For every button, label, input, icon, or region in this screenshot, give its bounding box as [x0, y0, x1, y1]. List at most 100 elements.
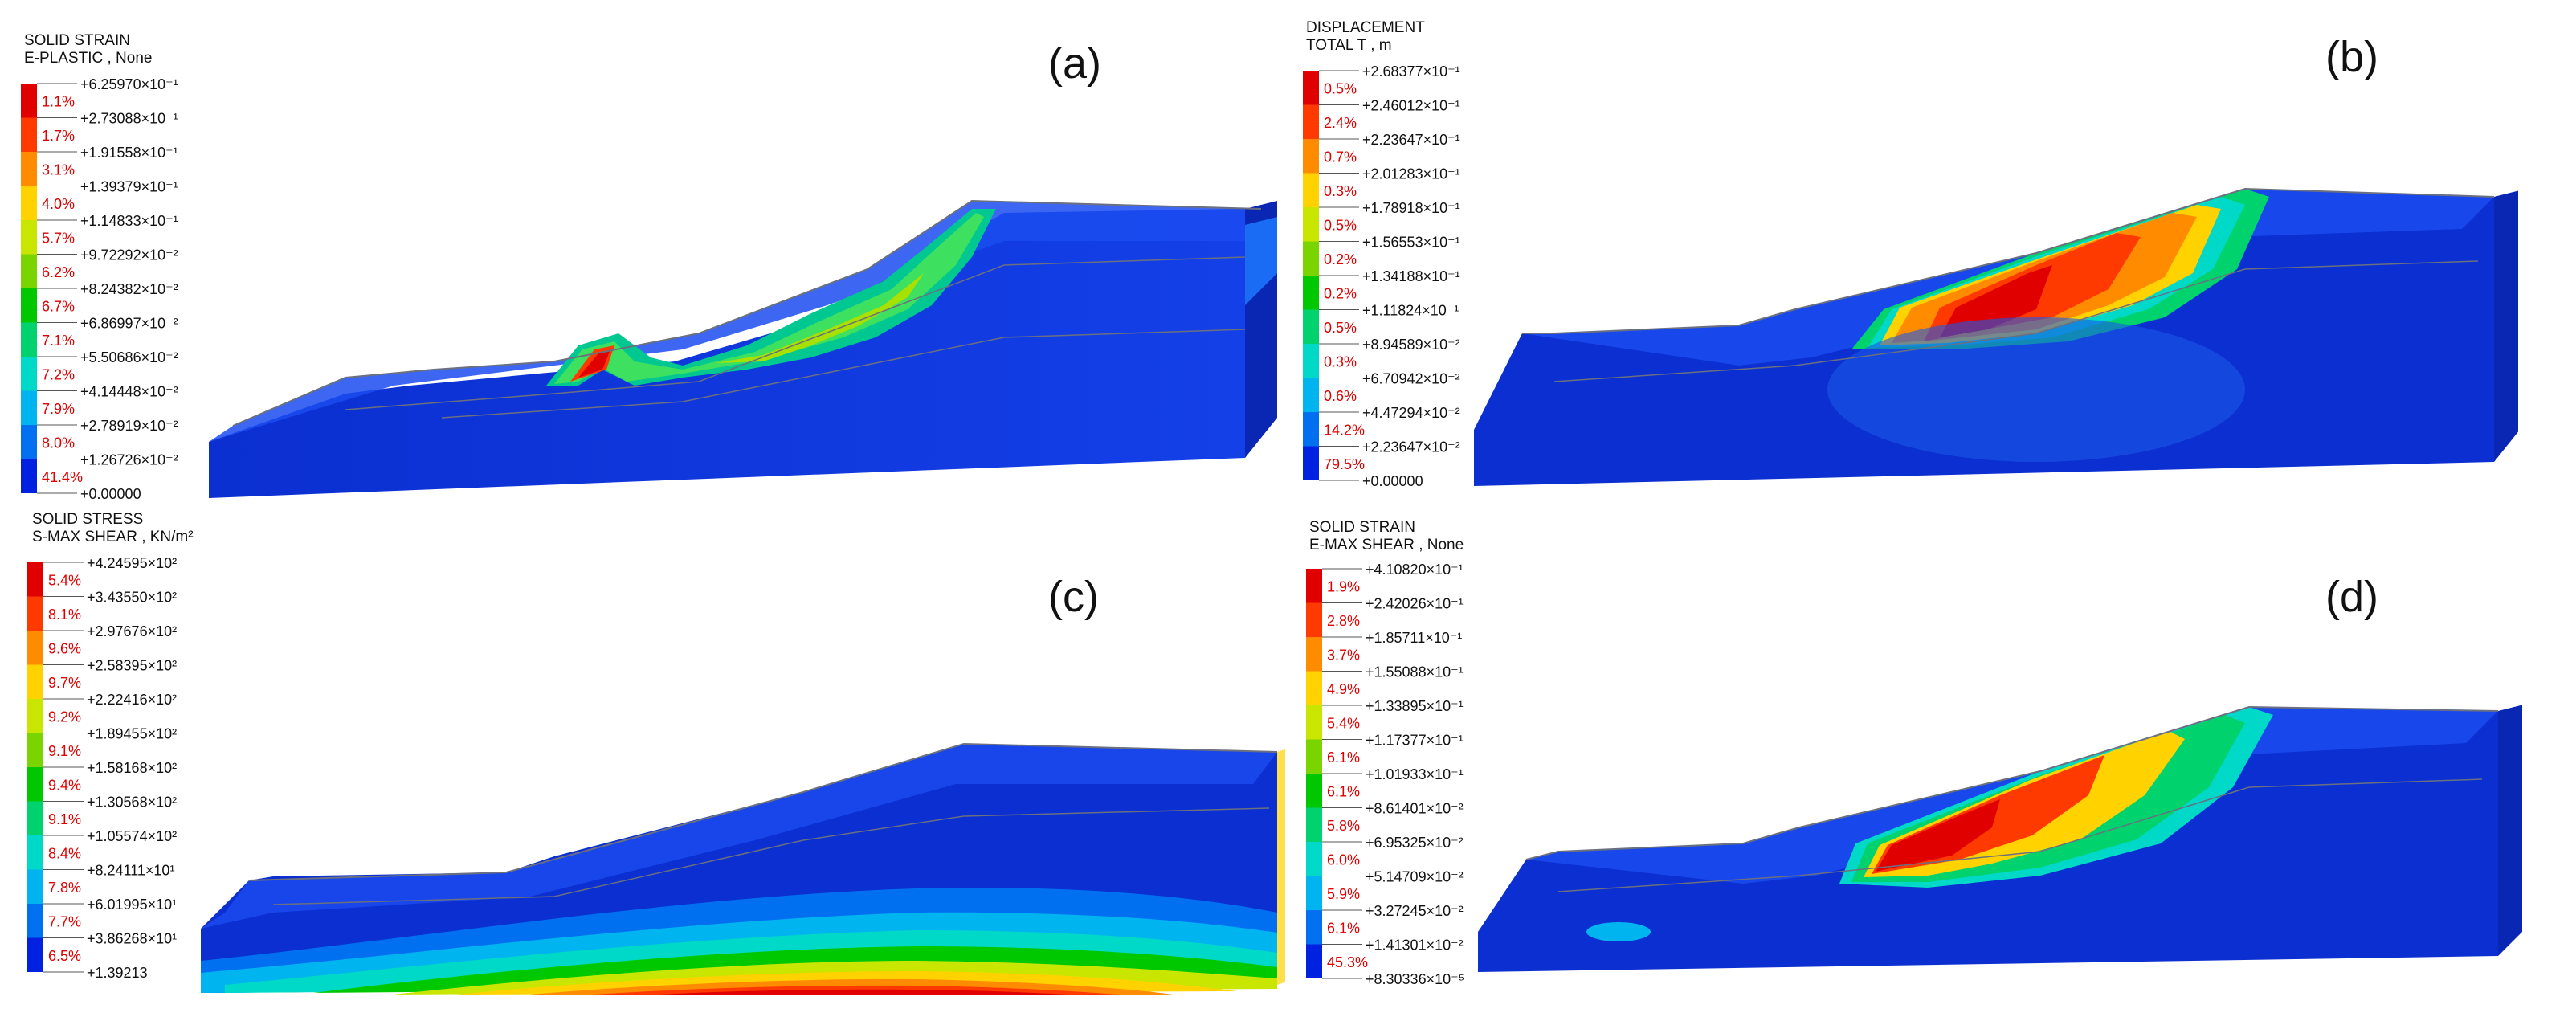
legend-level-label: +8.24111×10¹	[87, 863, 174, 879]
legend-title-line1: SOLID STRAIN	[24, 32, 130, 49]
legend-level-label: +0.00000	[80, 486, 141, 502]
legend-level-label: +8.30336×10⁻⁵	[1366, 971, 1464, 987]
legend-title-line2: S-MAX SHEAR , KN/m²	[32, 529, 194, 545]
legend-swatch	[1306, 876, 1322, 910]
legend-swatch	[27, 664, 43, 699]
legend-level-label: +1.11824×10⁻¹	[1362, 303, 1459, 319]
legend-swatch	[1306, 842, 1322, 876]
legend-swatch	[21, 459, 37, 493]
legend-percent-label: 0.3%	[1324, 183, 1357, 199]
legend-percent-label: 5.7%	[42, 230, 75, 246]
legend-level-label: +2.97676×10²	[87, 623, 177, 639]
legend-title-line1: DISPLACEMENT	[1306, 19, 1425, 36]
legend-level-label: +2.23647×10⁻¹	[1362, 132, 1460, 148]
legend-swatch	[27, 596, 43, 631]
legend-level-label: +5.50686×10⁻²	[80, 349, 178, 366]
legend-swatch	[21, 186, 37, 220]
legend-swatch	[21, 220, 37, 255]
legend-b: DISPLACEMENT TOTAL T , m	[1306, 19, 1425, 55]
legend-a: SOLID STRAIN E-PLASTIC , None	[24, 32, 152, 67]
legend-percent-label: 5.8%	[1327, 818, 1360, 834]
legend-swatch	[21, 425, 37, 459]
legend-percent-label: 7.1%	[42, 333, 75, 349]
legend-percent-label: 0.2%	[1324, 251, 1357, 268]
panel-label-d: (d)	[2325, 573, 2378, 621]
legend-percent-label: 8.1%	[48, 607, 81, 623]
legend-title-line2: TOTAL T , m	[1306, 37, 1392, 54]
legend-level-label: +5.14709×10⁻²	[1366, 869, 1464, 885]
legend-level-label: +2.23647×10⁻²	[1362, 439, 1460, 455]
legend-level-label: +6.70942×10⁻²	[1362, 371, 1460, 387]
legend-percent-label: 6.1%	[1327, 920, 1360, 936]
legend-level-label: +1.91558×10⁻¹	[80, 145, 178, 161]
legend-swatch	[21, 117, 37, 152]
legend-level-label: +6.25970×10⁻¹	[80, 77, 178, 92]
legend-swatch	[1303, 309, 1319, 344]
legend-level-label: +1.85711×10⁻¹	[1366, 630, 1462, 646]
legend-level-label: +3.86268×10¹	[87, 931, 177, 947]
legend-swatch	[27, 904, 43, 938]
legend-swatch	[21, 152, 37, 186]
legend-swatch	[21, 288, 37, 323]
legend-bar-a: +6.25970×10⁻¹ +2.73088×10⁻¹ +1.91558×10⁻¹ +…	[21, 77, 178, 502]
panel-label-a: (a)	[1048, 39, 1101, 88]
legend-level-label: +0.00000	[1362, 473, 1423, 489]
legend-percent-label: 8.0%	[42, 435, 75, 451]
legend-title-line2: E-PLASTIC , None	[24, 50, 153, 67]
legend-swatch	[1303, 207, 1319, 242]
legend-percent-label: 7.7%	[48, 913, 81, 929]
legend-bar-c: +4.24595×10² +3.43550×10² +2.97676×10² +2.5…	[27, 556, 177, 981]
legend-swatch	[21, 254, 37, 288]
legend-swatch	[21, 357, 37, 391]
legend-swatch	[1303, 344, 1319, 378]
legend-percent-label: 2.4%	[1324, 115, 1357, 131]
legend-swatch	[1303, 378, 1319, 412]
legend-level-label: +1.14833×10⁻¹	[80, 213, 178, 229]
legend-swatch	[1303, 412, 1319, 447]
legend-percent-label: 5.9%	[1327, 886, 1360, 902]
legend-swatch	[1306, 807, 1322, 842]
legend-swatch	[21, 322, 37, 357]
legend-level-label: +8.61401×10⁻²	[1366, 801, 1464, 817]
legend-swatch	[1306, 705, 1322, 740]
legend-level-label: +1.41301×10⁻²	[1366, 937, 1464, 954]
legend-percent-label: 0.2%	[1324, 285, 1357, 301]
legend-level-label: +2.58395×10²	[87, 658, 177, 674]
legend-level-label: +4.47294×10⁻²	[1362, 405, 1460, 421]
panel-label-b: (b)	[2325, 33, 2378, 81]
legend-swatch	[1303, 173, 1319, 207]
legend-swatch	[1306, 739, 1322, 774]
legend-percent-label: 7.2%	[42, 366, 75, 382]
legend-swatch	[27, 801, 43, 835]
legend-swatch	[1306, 637, 1322, 672]
legend-swatch	[1306, 910, 1322, 945]
legend-percent-label: 0.5%	[1324, 320, 1357, 336]
legend-percent-label: 6.2%	[42, 264, 75, 280]
legend-percent-label: 7.8%	[48, 880, 81, 896]
legend-percent-label: 3.7%	[1327, 647, 1360, 663]
legend-percent-label: 3.1%	[42, 161, 75, 178]
legend-swatch	[1306, 569, 1322, 603]
slope-model-b	[1474, 187, 2518, 486]
legend-level-label: +1.26726×10⁻²	[80, 452, 178, 468]
legend-level-label: +9.72292×10⁻²	[80, 247, 178, 263]
legend-swatch	[21, 390, 37, 425]
legend-percent-label: 5.4%	[1327, 715, 1360, 731]
slope-model-c	[201, 742, 1285, 995]
legend-level-label: +2.78919×10⁻²	[80, 418, 178, 434]
panel-label-c: (c)	[1048, 573, 1099, 621]
legend-percent-label: 1.7%	[42, 128, 75, 144]
legend-level-label: +8.94589×10⁻²	[1362, 337, 1460, 353]
legend-bar-d: +4.10820×10⁻¹ +2.42026×10⁻¹ +1.85711×10⁻¹ +…	[1306, 562, 1464, 987]
legend-level-label: +1.30568×10²	[87, 794, 177, 811]
legend-title-line1: SOLID STRESS	[32, 511, 144, 528]
legend-percent-label: 4.9%	[1327, 681, 1360, 697]
legend-percent-label: 0.3%	[1324, 353, 1357, 370]
legend-percent-label: 9.7%	[48, 675, 81, 691]
panel-c: SOLID STRESS S-MAX SHEAR , KN/m² +4.2459…	[0, 498, 1285, 995]
panel-b: DISPLACEMENT TOTAL T , m +2.68377×10⁻¹ +2…	[1285, 0, 2576, 498]
legend-level-label: +6.95325×10⁻²	[1366, 835, 1464, 851]
legend-title-line2: E-MAX SHEAR , None	[1309, 537, 1464, 553]
legend-title-line1: SOLID STRAIN	[1309, 519, 1415, 536]
panel-d: SOLID STRAIN E-MAX SHEAR , None +4.10820…	[1285, 498, 2576, 993]
